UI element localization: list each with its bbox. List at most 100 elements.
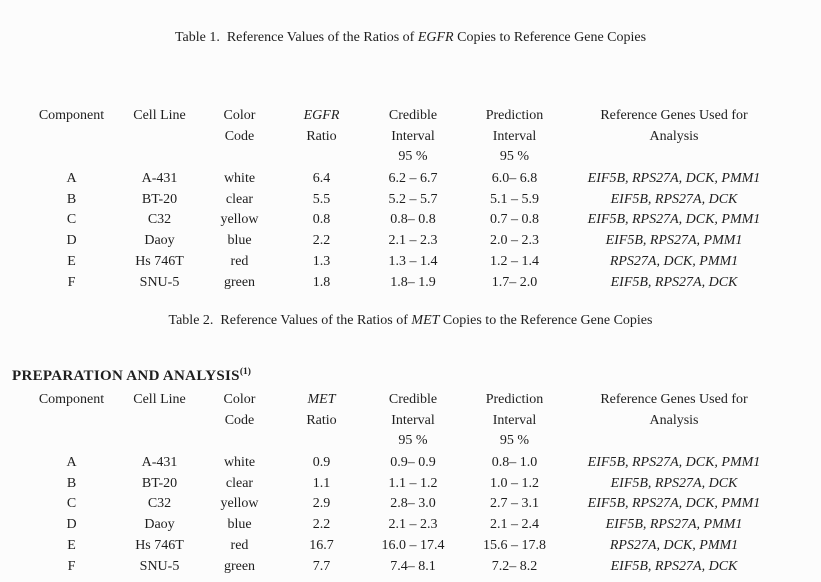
header-egfr-ratio: EGFR Ratio (278, 106, 365, 169)
cell-prediction-interval: 2.7 – 3.1 (490, 496, 539, 512)
cell-ratio: 16.7 (309, 537, 334, 553)
cell-component: F (67, 274, 76, 290)
table-row: D Daoy blue 2.2 2.1 – 2.3 2.0 – 2.3 EIF5… (25, 231, 780, 252)
header-line: Ratio (306, 412, 337, 428)
cell-ratio: 1.1 (312, 475, 331, 491)
table2-title-suffix: Copies to the Reference Gene Copies (439, 313, 653, 328)
cell-credible-interval: 1.1 – 1.2 (388, 475, 438, 491)
header-cell-line: Cell Line (118, 390, 201, 453)
cell-component: C (66, 496, 77, 512)
cell-ratio: 2.2 (312, 233, 331, 249)
cell-cell-line: SNU-5 (139, 558, 180, 574)
header-met-ratio: MET Ratio (278, 390, 365, 453)
cell-credible-interval: 7.4– 8.1 (390, 558, 436, 574)
cell-reference-genes: EIF5B, RPS27A, PMM1 (605, 233, 743, 249)
cell-color-code: clear (225, 475, 254, 491)
cell-credible-interval: 16.0 – 17.4 (381, 537, 445, 553)
table2-title-gene: MET (411, 313, 440, 328)
cell-prediction-interval: 2.0 – 2.3 (490, 233, 539, 249)
cell-reference-genes: EIF5B, RPS27A, DCK (610, 191, 738, 207)
cell-prediction-interval: 1.2 – 1.4 (490, 253, 539, 269)
header-line: Ratio (306, 128, 337, 144)
table2: Component Cell Line Color Code MET Ratio C… (25, 390, 780, 577)
cell-color-code: blue (227, 517, 252, 533)
table1-title: Table 1. Reference Values of the Ratios … (0, 29, 821, 46)
cell-component: E (67, 537, 76, 553)
cell-prediction-interval: 1.7– 2.0 (491, 274, 538, 290)
table1-title-prefix: Table 1. Reference Values of the Ratios … (174, 30, 418, 45)
cell-ratio: 5.5 (312, 191, 331, 207)
table-row: E Hs 746T red 1.3 1.3 – 1.4 1.2 – 1.4 RP… (25, 252, 780, 273)
cell-component: F (67, 558, 76, 574)
table-row: F SNU-5 green 1.8 1.8– 1.9 1.7– 2.0 EIF5… (25, 273, 780, 294)
cell-color-code: green (223, 558, 256, 574)
cell-color-code: green (223, 274, 256, 290)
header-component: Component (25, 390, 118, 453)
cell-reference-genes: EIF5B, RPS27A, DCK, PMM1 (587, 455, 761, 470)
cell-cell-line: SNU-5 (139, 274, 180, 290)
header-line: Interval (391, 128, 435, 144)
cell-color-code: blue (227, 233, 252, 249)
header-line: Cell Line (133, 392, 186, 407)
header-credible-interval: Credible Interval 95 % (365, 390, 461, 453)
cell-ratio: 6.4 (312, 171, 331, 186)
cell-color-code: yellow (220, 212, 259, 228)
header-line: Interval (492, 128, 537, 144)
cell-reference-genes: EIF5B, RPS27A, DCK, PMM1 (587, 171, 761, 186)
cell-cell-line: Hs 746T (135, 537, 184, 553)
cell-prediction-interval: 0.7 – 0.8 (490, 212, 539, 228)
header-line: Code (224, 412, 255, 428)
cell-component: D (66, 517, 77, 533)
header-prediction-interval: Prediction Interval 95 % (461, 390, 568, 453)
cell-reference-genes: EIF5B, RPS27A, DCK (610, 558, 738, 574)
cell-component: C (66, 212, 77, 228)
cell-cell-line: Daoy (144, 233, 175, 249)
cell-color-code: yellow (220, 496, 259, 512)
header-cell-line: Cell Line (118, 106, 201, 169)
cell-credible-interval: 5.2 – 5.7 (388, 191, 438, 207)
cell-ratio: 2.9 (312, 496, 331, 512)
cell-credible-interval: 2.1 – 2.3 (388, 517, 438, 533)
header-line: Reference Genes Used for (600, 108, 748, 123)
cell-prediction-interval: 5.1 – 5.9 (490, 191, 539, 207)
table-row: C C32 yellow 0.8 0.8– 0.8 0.7 – 0.8 EIF5… (25, 210, 780, 231)
header-line: Reference Genes Used for (600, 392, 748, 407)
cell-cell-line: C32 (147, 496, 172, 512)
cell-reference-genes: EIF5B, RPS27A, DCK, PMM1 (587, 212, 761, 228)
table1-header-row: Component Cell Line Color Code EGFR Ratio … (25, 106, 780, 169)
header-line: Prediction (485, 108, 544, 123)
header-line: 95 % (398, 433, 428, 449)
cell-cell-line: A-431 (141, 171, 178, 186)
header-line: Credible (388, 392, 438, 407)
cell-credible-interval: 0.8– 0.8 (390, 212, 436, 228)
header-line: MET (307, 392, 336, 407)
section-heading-text: PREPARATION AND ANALYSIS (12, 368, 240, 384)
cell-reference-genes: EIF5B, RPS27A, DCK (610, 475, 738, 491)
cell-credible-interval: 1.8– 1.9 (390, 274, 436, 290)
section-heading-footnote-ref: (1) (239, 367, 251, 377)
header-line: Analysis (649, 128, 699, 144)
table-row: A A-431 white 0.9 0.9– 0.9 0.8– 1.0 EIF5… (25, 453, 780, 474)
cell-credible-interval: 2.1 – 2.3 (388, 233, 438, 249)
cell-prediction-interval: 6.0– 6.8 (491, 171, 538, 186)
header-line: 95 % (499, 433, 530, 449)
table-row: B BT-20 clear 1.1 1.1 – 1.2 1.0 – 1.2 EI… (25, 474, 780, 495)
header-reference-genes: Reference Genes Used for Analysis (568, 106, 780, 169)
cell-prediction-interval: 1.0 – 1.2 (490, 475, 539, 491)
cell-component: E (67, 253, 76, 269)
table-row: B BT-20 clear 5.5 5.2 – 5.7 5.1 – 5.9 EI… (25, 190, 780, 211)
header-prediction-interval: Prediction Interval 95 % (461, 106, 568, 169)
cell-color-code: red (230, 537, 249, 553)
cell-color-code: clear (225, 191, 254, 207)
cell-ratio: 7.7 (312, 558, 331, 574)
table1-title-gene: EGFR (417, 30, 454, 45)
header-component: Component (25, 106, 118, 169)
header-line: Credible (388, 108, 438, 123)
header-line: Color (223, 108, 256, 123)
header-reference-genes: Reference Genes Used for Analysis (568, 390, 780, 453)
header-line: Prediction (485, 392, 544, 407)
cell-ratio: 1.8 (312, 274, 331, 290)
header-line: EGFR (303, 108, 340, 123)
table-row: E Hs 746T red 16.7 16.0 – 17.4 15.6 – 17… (25, 536, 780, 557)
